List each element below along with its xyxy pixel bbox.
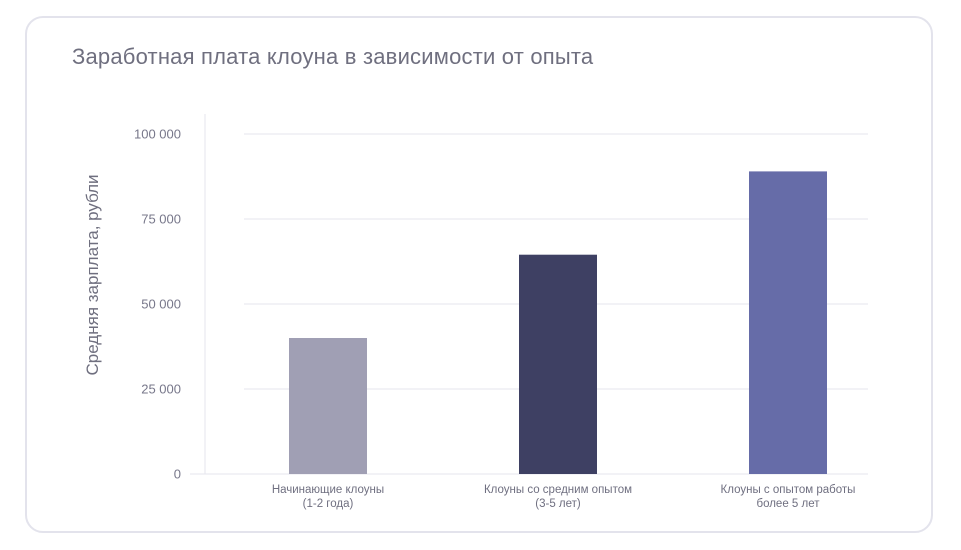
- bar: [749, 171, 827, 474]
- x-tick-label: более 5 лет: [756, 498, 820, 510]
- bar: [519, 254, 597, 474]
- x-tick-label: (1-2 года): [303, 498, 354, 510]
- y-tick-label: 100 000: [134, 127, 181, 142]
- chart-title: Заработная плата клоуна в зависимости от…: [72, 44, 594, 69]
- x-tick-label: Клоуны с опытом работы: [721, 484, 856, 496]
- y-tick-label: 25 000: [141, 382, 181, 397]
- bar: [289, 338, 367, 474]
- x-tick-label: Начинающие клоуны: [272, 484, 384, 496]
- y-tick-label: 0: [174, 467, 181, 482]
- y-tick-label: 50 000: [141, 297, 181, 312]
- x-tick-label: (3-5 лет): [535, 498, 581, 510]
- x-tick-label: Клоуны со средним опытом: [484, 484, 632, 496]
- y-tick-label: 75 000: [141, 212, 181, 227]
